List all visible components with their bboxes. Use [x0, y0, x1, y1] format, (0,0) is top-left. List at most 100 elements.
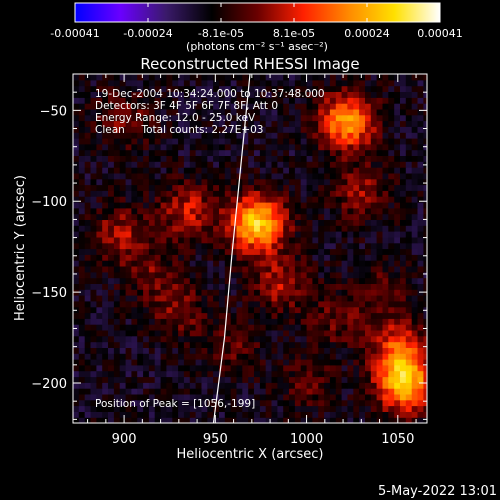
- heatmap-cell: [201, 138, 208, 145]
- heatmap-cell: [201, 126, 208, 133]
- heatmap-cell: [73, 242, 80, 250]
- heatmap-cell: [341, 411, 348, 418]
- heatmap-cell: [365, 382, 372, 389]
- heatmap-cell: [183, 132, 191, 139]
- heatmap-cell: [78, 347, 86, 354]
- heatmap-cell: [300, 132, 308, 139]
- heatmap-cell: [289, 219, 296, 226]
- heatmap-cell: [382, 370, 389, 378]
- heatmap-cell: [341, 74, 348, 81]
- heatmap-cell: [84, 190, 92, 197]
- heatmap-cell: [289, 382, 296, 389]
- heatmap-cell: [195, 329, 202, 337]
- heatmap-cell: [341, 289, 348, 296]
- heatmap-cell: [154, 329, 162, 337]
- heatmap-cell: [195, 79, 202, 87]
- heatmap-cell: [230, 324, 238, 331]
- heatmap-cell: [248, 324, 255, 331]
- heatmap-cell: [148, 364, 156, 372]
- heatmap-cell: [125, 178, 132, 186]
- heatmap-cell: [195, 324, 202, 331]
- heatmap-cell: [318, 114, 325, 122]
- heatmap-cell: [242, 335, 249, 343]
- heatmap-cell: [102, 260, 109, 267]
- heatmap-cell: [183, 335, 191, 343]
- heatmap-cell: [353, 335, 360, 343]
- heatmap-cell: [365, 417, 372, 423]
- heatmap-cell: [423, 254, 427, 261]
- heatmap-cell: [289, 242, 296, 250]
- heatmap-cell: [289, 138, 296, 145]
- heatmap-cell: [376, 242, 383, 250]
- heatmap-cell: [137, 306, 144, 314]
- heatmap-cell: [119, 172, 127, 180]
- heatmap-cell: [283, 370, 290, 378]
- heatmap-cell: [341, 306, 348, 314]
- heatmap-cell: [277, 283, 284, 290]
- heatmap-cell: [189, 103, 197, 110]
- heatmap-cell: [370, 260, 378, 267]
- heatmap-cell: [382, 376, 389, 383]
- heatmap-cell: [271, 364, 278, 372]
- heatmap-cell: [119, 91, 127, 98]
- heatmap-cell: [312, 207, 319, 215]
- heatmap-cell: [242, 202, 249, 209]
- heatmap-cell: [306, 318, 313, 325]
- heatmap-cell: [423, 341, 427, 348]
- heatmap-cell: [96, 254, 103, 261]
- heatmap-cell: [236, 289, 243, 296]
- heatmap-cell: [329, 370, 337, 378]
- heatmap-cell: [359, 219, 366, 226]
- heatmap-cell: [189, 417, 197, 423]
- heatmap-cell: [137, 126, 144, 133]
- heatmap-cell: [254, 417, 261, 423]
- heatmap-cell: [201, 341, 208, 348]
- heatmap-cell: [370, 79, 378, 87]
- heatmap-cell: [411, 236, 419, 244]
- heatmap-cell: [96, 300, 103, 308]
- heatmap-cell: [382, 335, 389, 343]
- heatmap-cell: [78, 149, 86, 156]
- heatmap-cell: [306, 167, 313, 174]
- heatmap-cell: [254, 213, 261, 220]
- heatmap-cell: [143, 190, 150, 197]
- heatmap-cell: [365, 242, 372, 250]
- heatmap-cell: [230, 329, 238, 337]
- heatmap-cell: [248, 213, 255, 220]
- heatmap-cell: [365, 126, 372, 133]
- heatmap-cell: [306, 417, 313, 423]
- heatmap-cell: [154, 74, 162, 81]
- heatmap-cell: [230, 184, 238, 191]
- heatmap-cell: [183, 405, 191, 412]
- heatmap-cell: [189, 300, 197, 308]
- heatmap-cell: [242, 388, 249, 395]
- heatmap-cell: [160, 114, 167, 122]
- heatmap-cell: [230, 202, 238, 209]
- heatmap-cell: [329, 353, 337, 360]
- heatmap-cell: [166, 97, 173, 104]
- heatmap-cell: [294, 202, 302, 209]
- heatmap-cell: [335, 312, 343, 319]
- heatmap-cell: [166, 364, 173, 372]
- heatmap-cell: [113, 91, 121, 98]
- heatmap-cell: [353, 138, 360, 145]
- heatmap-cell: [102, 207, 109, 215]
- heatmap-cell: [172, 254, 179, 261]
- heatmap-cell: [78, 388, 86, 395]
- heatmap-cell: [90, 213, 97, 220]
- heatmap-cell: [195, 91, 202, 98]
- heatmap-cell: [370, 254, 378, 261]
- heatmap-cell: [376, 108, 383, 116]
- heatmap-cell: [84, 370, 92, 378]
- heatmap-cell: [324, 190, 331, 197]
- heatmap-cell: [324, 103, 331, 110]
- heatmap-cell: [382, 306, 389, 314]
- heatmap-cell: [306, 266, 313, 273]
- heatmap-cell: [300, 172, 308, 180]
- heatmap-cell: [335, 108, 343, 116]
- heatmap-cell: [359, 196, 366, 203]
- heatmap-cell: [365, 370, 372, 378]
- heatmap-cell: [341, 359, 348, 366]
- heatmap-cell: [388, 120, 395, 127]
- heatmap-cell: [329, 242, 337, 250]
